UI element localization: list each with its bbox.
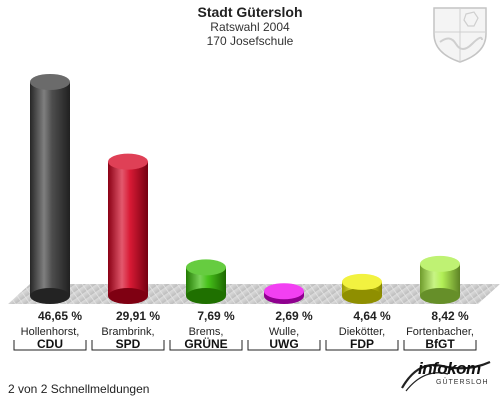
candidate-label: Wulle, xyxy=(269,326,299,338)
bar-cdu xyxy=(30,73,70,304)
value-label: 29,91 % xyxy=(116,309,160,323)
bar-spd xyxy=(108,153,148,304)
party-bracket xyxy=(169,340,243,351)
brand-subtitle: GÜTERSLOH xyxy=(436,379,489,386)
value-label: 4,64 % xyxy=(353,309,391,323)
candidate-label: Fortenbacher, xyxy=(406,326,474,338)
chart-title: Stadt Gütersloh xyxy=(197,4,303,20)
value-label: 7,69 % xyxy=(197,309,235,323)
infokom-logo: infokom GÜTERSLOH xyxy=(398,358,494,394)
value-label: 46,65 % xyxy=(38,309,82,323)
value-label: 8,42 % xyxy=(431,309,469,323)
value-label: 2,69 % xyxy=(275,309,313,323)
nrw-coat-of-arms-icon xyxy=(433,7,487,63)
candidate-label: Hollenhorst, xyxy=(21,326,80,338)
chart-subtitle: Ratswahl 2004 xyxy=(210,20,290,34)
party-label: CDU xyxy=(37,337,63,351)
bar-bfgt xyxy=(420,255,460,304)
party-bracket xyxy=(91,340,165,351)
candidate-label: Brambrink, xyxy=(101,326,154,338)
party-bracket xyxy=(13,340,87,351)
party-label: SPD xyxy=(116,337,141,351)
brand-name: infokom xyxy=(418,359,481,378)
party-label: FDP xyxy=(350,337,374,351)
bar-uwg xyxy=(264,283,304,304)
party-label: UWG xyxy=(269,337,298,351)
party-bracket xyxy=(325,340,399,351)
district-label: 170 Josefschule xyxy=(206,34,294,48)
party-label: BfGT xyxy=(425,337,455,351)
status-text: 2 von 2 Schnellmeldungen xyxy=(8,382,150,396)
bar-fdp xyxy=(342,273,382,304)
bar-grne xyxy=(186,259,226,304)
candidate-label: Diekötter, xyxy=(339,326,385,338)
party-bracket xyxy=(247,340,321,351)
candidate-label: Brems, xyxy=(189,326,224,338)
party-label: GRÜNE xyxy=(184,336,227,351)
party-bracket xyxy=(403,340,477,351)
